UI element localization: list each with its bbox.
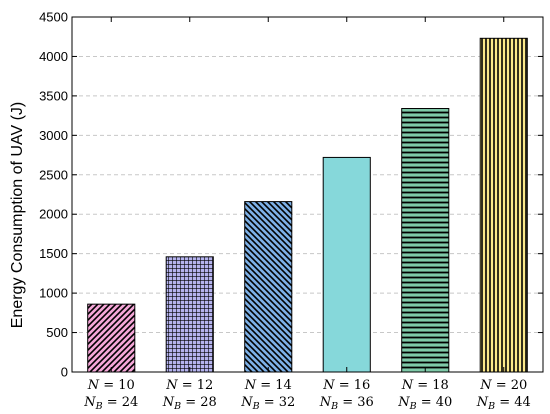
x-tick-label-line1: N = 16	[322, 378, 370, 393]
y-axis-ticks: 0 500 1000 1500 2000 2500 3000 3500 4000 4500	[39, 10, 543, 380]
y-axis-label: Energy Consumption of UAV (J)	[9, 102, 26, 328]
x-tick-label-line2: NB = 24	[83, 395, 138, 412]
plot-frame	[71, 16, 544, 373]
y-tick-label: 3500	[39, 88, 68, 103]
y-tick-label: 2500	[39, 167, 68, 182]
y-tick-label: 500	[46, 325, 68, 340]
y-tick-label: 3000	[39, 128, 68, 143]
x-tick-label-line1: N = 14	[244, 378, 292, 393]
bar-hatch	[166, 256, 214, 372]
gridlines	[72, 55, 543, 334]
x-tick-label-line2: NB = 32	[240, 395, 295, 412]
x-tick-label-line1: N = 12	[165, 378, 213, 393]
x-tick-label-line1: N = 10	[87, 378, 135, 393]
bar-hatch	[480, 38, 528, 373]
bars	[87, 37, 528, 373]
bar-hatch	[87, 304, 135, 372]
y-tick-label: 2000	[39, 207, 68, 222]
y-tick-label: 4000	[39, 49, 68, 64]
x-tick-label-line2: NB = 36	[319, 395, 374, 412]
x-axis-categories: N = 10 NB = 24 N = 12 NB = 28 N = 14 NB = 32 N…	[83, 17, 531, 412]
bar-hatch	[401, 108, 449, 372]
bar-16	[323, 157, 371, 372]
x-tick-label-line2: NB = 28	[162, 395, 217, 412]
x-tick-label-line2: NB = 44	[476, 395, 531, 412]
x-tick-label-line1: N = 18	[401, 378, 449, 393]
x-tick-label-line2: NB = 40	[397, 395, 452, 412]
x-tick-label-line1: N = 20	[479, 378, 527, 393]
y-tick-label: 0	[61, 365, 68, 380]
y-tick-label: 1000	[39, 286, 68, 301]
y-tick-label: 1500	[39, 246, 68, 261]
bar-hatch	[244, 201, 292, 372]
y-tick-label: 4500	[39, 10, 68, 25]
